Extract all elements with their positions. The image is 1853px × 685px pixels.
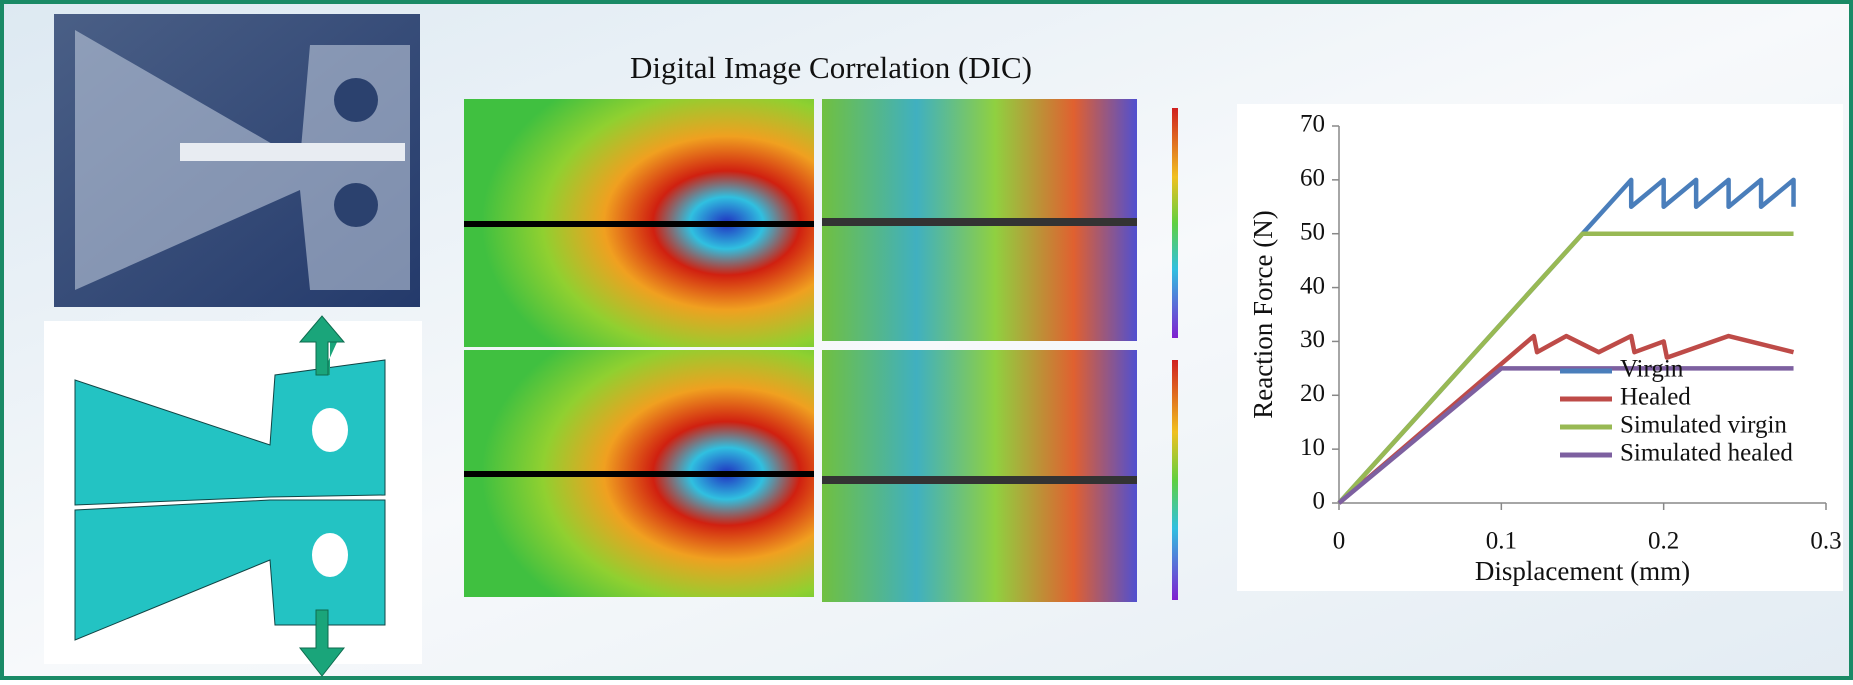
legend-label: Virgin	[1620, 356, 1684, 383]
x-tick-label: 0	[1333, 528, 1346, 555]
crack	[822, 218, 1137, 226]
mesh-hole	[312, 408, 348, 452]
x-axis-label: Displacement (mm)	[1475, 556, 1690, 586]
y-tick-label: 70	[1300, 111, 1325, 138]
page: Digital Image Correlation (DIC) 0 10 20 30 4…	[0, 0, 1853, 680]
y-tick-label: 50	[1300, 218, 1325, 245]
specimen-insert	[180, 143, 405, 161]
y-tick-label: 40	[1300, 272, 1325, 299]
y-tick-label: 30	[1300, 326, 1325, 353]
specimen-hole	[334, 78, 378, 122]
specimen-hole	[334, 183, 378, 227]
slide: Digital Image Correlation (DIC) 0 10 20 30 4…	[0, 0, 1853, 680]
x-tick-label: 0.1	[1486, 528, 1517, 555]
y-axis-label: Reaction Force (N)	[1248, 210, 1278, 418]
y-tick-label: 20	[1300, 380, 1325, 407]
legend-label: Healed	[1620, 384, 1691, 411]
x-tick-label: 0.3	[1810, 528, 1841, 555]
mesh-hole	[312, 533, 348, 577]
panel-title: Digital Image Correlation (DIC)	[630, 50, 1032, 85]
chart-panel	[1237, 104, 1843, 591]
crack	[822, 476, 1137, 484]
x-tick-label: 0.2	[1648, 528, 1679, 555]
colorbar	[1172, 360, 1178, 600]
y-tick-label: 0	[1313, 488, 1326, 515]
y-tick-label: 60	[1300, 165, 1325, 192]
y-tick-label: 10	[1300, 434, 1325, 461]
crack	[464, 221, 814, 227]
colorbar	[1172, 108, 1178, 338]
legend-label: Simulated virgin	[1620, 412, 1787, 439]
crack	[464, 471, 814, 477]
legend-label: Simulated healed	[1620, 440, 1793, 467]
